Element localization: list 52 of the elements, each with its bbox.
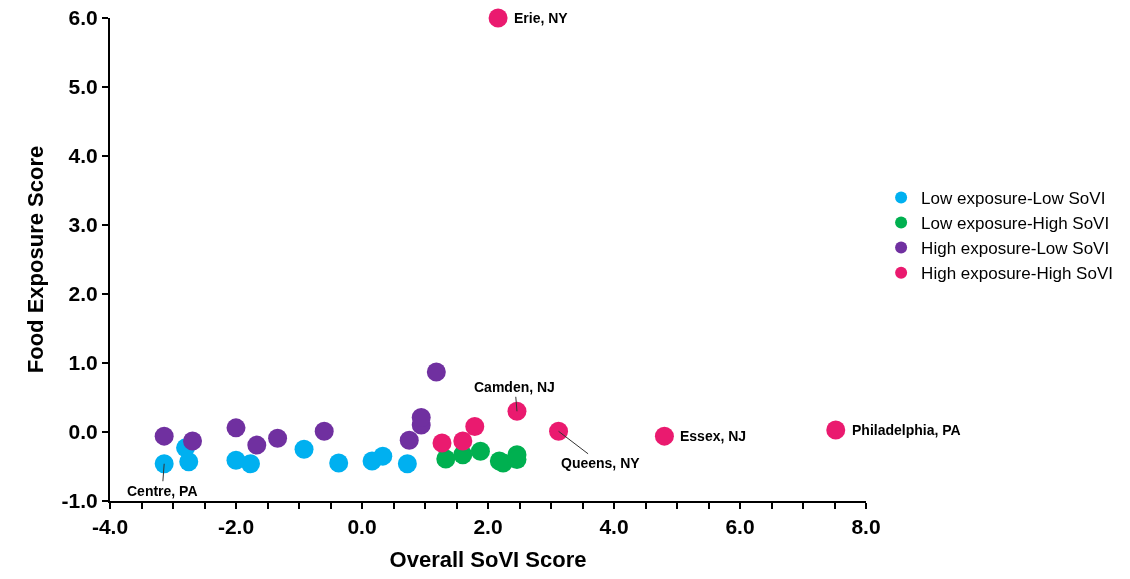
point (268, 428, 288, 448)
y-tick-label: 0.0 (68, 420, 98, 444)
legend-label: Low exposure-High SoVI (921, 214, 1110, 234)
point (507, 401, 527, 421)
point (397, 454, 417, 474)
x-tick-label: 6.0 (725, 515, 755, 539)
x-tick-label: -2.0 (217, 515, 255, 539)
x-tick-label: 8.0 (851, 515, 881, 539)
point (373, 446, 393, 466)
x-axis-title: Overall SoVI Score (389, 546, 587, 572)
legend-label: High exposure-High SoVI (921, 264, 1113, 284)
y-tick-label: -1.0 (61, 489, 98, 513)
point (179, 452, 199, 472)
point (470, 441, 490, 461)
point (432, 433, 452, 453)
point (826, 420, 846, 440)
annotation: Centre, PA (127, 483, 198, 499)
point (294, 439, 314, 459)
annotation: Erie, NY (514, 10, 569, 26)
annotation: Queens, NY (561, 455, 641, 471)
annotation: Philadelphia, PA (852, 422, 961, 438)
y-tick-label: 5.0 (68, 75, 98, 99)
point (247, 435, 267, 455)
point (329, 453, 349, 473)
y-axis-title: Food Exposure Score (22, 145, 48, 374)
y-tick-label: 6.0 (68, 6, 98, 30)
legend-label: High exposure-Low SoVI (921, 239, 1110, 259)
y-tick-label: 2.0 (68, 282, 98, 306)
x-tick-label: 4.0 (599, 515, 629, 539)
x-tick-label: 0.0 (347, 515, 377, 539)
annotation: Essex, NJ (680, 428, 747, 444)
point (453, 431, 473, 451)
annotation: Camden, NJ (474, 379, 555, 395)
y-tick-label: 1.0 (68, 351, 98, 375)
point (154, 454, 174, 474)
point (314, 421, 334, 441)
point (549, 421, 569, 441)
point (654, 426, 674, 446)
y-tick-label: 3.0 (68, 213, 98, 237)
point (488, 8, 508, 28)
point (183, 431, 203, 451)
point (154, 426, 174, 446)
point (226, 418, 246, 438)
point (465, 416, 485, 436)
point (241, 454, 260, 474)
y-tick-label: 4.0 (68, 144, 98, 168)
point (399, 430, 419, 450)
point (436, 449, 456, 469)
legend-label: Low exposure-Low SoVI (921, 189, 1106, 209)
point (426, 362, 446, 382)
x-tick-label: 2.0 (473, 515, 503, 539)
x-tick-label: -4.0 (91, 515, 129, 539)
